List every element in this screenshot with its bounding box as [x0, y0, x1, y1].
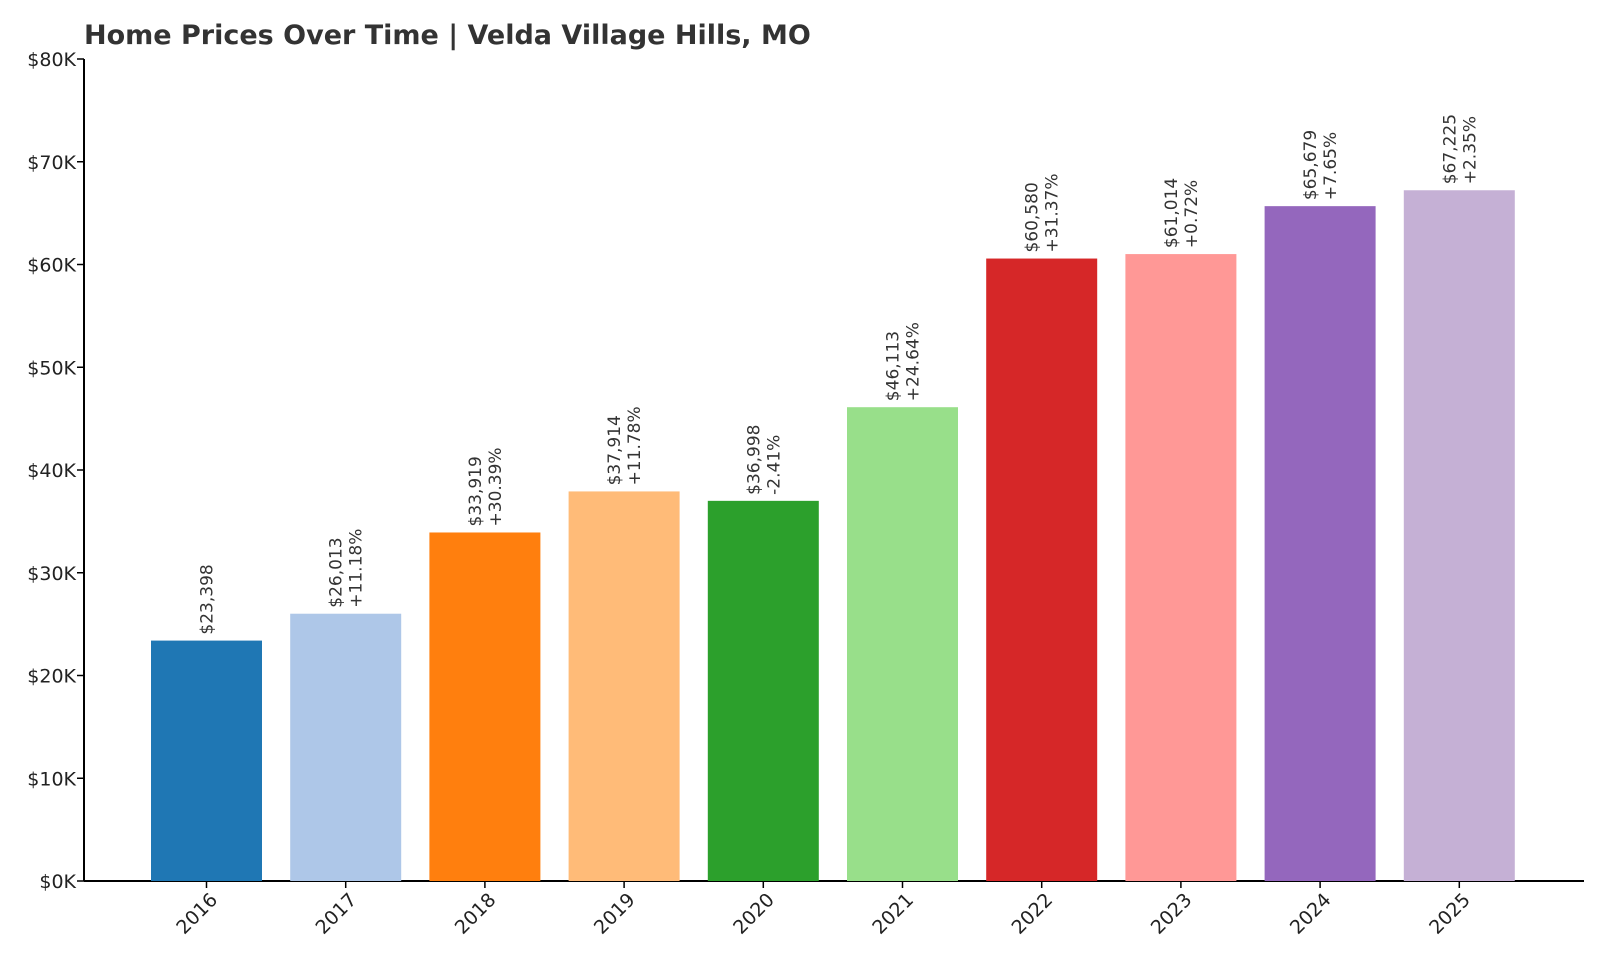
bar-2024 — [1264, 206, 1376, 882]
x-tick-label: 2020 — [729, 889, 779, 939]
y-tick-label: $70K — [27, 152, 76, 174]
value-label: $60,580 — [1023, 182, 1043, 252]
change-label: +30.39% — [486, 447, 506, 526]
bar-2022 — [986, 258, 1098, 881]
value-label: $46,113 — [884, 331, 904, 401]
change-label: +2.35% — [1460, 116, 1480, 184]
x-tick-label: 2018 — [451, 889, 501, 939]
bars-group — [151, 190, 1515, 882]
x-tick-label: 2024 — [1286, 889, 1336, 939]
y-tick-label: $20K — [27, 666, 76, 688]
y-tick-label: $10K — [27, 768, 76, 790]
x-tick-label: 2023 — [1147, 889, 1197, 939]
change-label: +24.64% — [904, 322, 924, 401]
change-label: -2.41% — [764, 435, 784, 495]
y-tick-label: $50K — [27, 357, 76, 379]
x-tick-label: 2019 — [590, 889, 640, 939]
change-label: +0.72% — [1182, 180, 1202, 248]
value-label: $26,013 — [327, 537, 347, 607]
bar-2020 — [707, 500, 819, 881]
bar-2018 — [429, 532, 541, 881]
change-label: +31.37% — [1043, 173, 1063, 252]
change-label: +11.78% — [625, 406, 645, 485]
y-tick-label: $30K — [27, 563, 76, 585]
data-labels-group: $23,398 $26,013 +11.18% $33,919 +30.39% $37,9… — [198, 114, 1481, 635]
value-label: $23,398 — [198, 564, 218, 634]
y-tick-label: $60K — [27, 255, 76, 277]
x-axis: 2016 2017 2018 2019 2020 2021 2022 2023 2024 2025 — [84, 880, 1584, 939]
x-tick-label: 2017 — [311, 889, 361, 939]
bar-2017 — [290, 613, 402, 881]
y-tick-label: $0K — [39, 871, 76, 893]
value-label: $61,014 — [1162, 178, 1182, 248]
x-tick-label: 2021 — [868, 889, 918, 939]
y-tick-label: $80K — [27, 49, 76, 71]
value-label: $37,914 — [605, 415, 625, 485]
x-tick-label: 2025 — [1425, 889, 1475, 939]
bar-2019 — [568, 491, 680, 881]
value-label: $33,919 — [466, 456, 486, 526]
value-label: $36,998 — [744, 425, 764, 495]
x-tick-label: 2016 — [172, 889, 222, 939]
bar-2016 — [151, 640, 262, 881]
change-label: +11.18% — [347, 529, 367, 608]
bar-2021 — [847, 407, 958, 881]
bar-2025 — [1403, 190, 1515, 881]
value-label: $65,679 — [1301, 130, 1321, 200]
value-label: $67,225 — [1440, 114, 1460, 184]
x-tick-label: 2022 — [1007, 889, 1057, 939]
y-axis: $0K $10K $20K $30K $40K $50K $60K $70K $80K — [27, 49, 85, 893]
change-label: +7.65% — [1321, 132, 1341, 200]
bar-2023 — [1125, 254, 1237, 881]
y-tick-label: $40K — [27, 460, 76, 482]
chart-title: Home Prices Over Time | Velda Village Hi… — [84, 20, 811, 51]
